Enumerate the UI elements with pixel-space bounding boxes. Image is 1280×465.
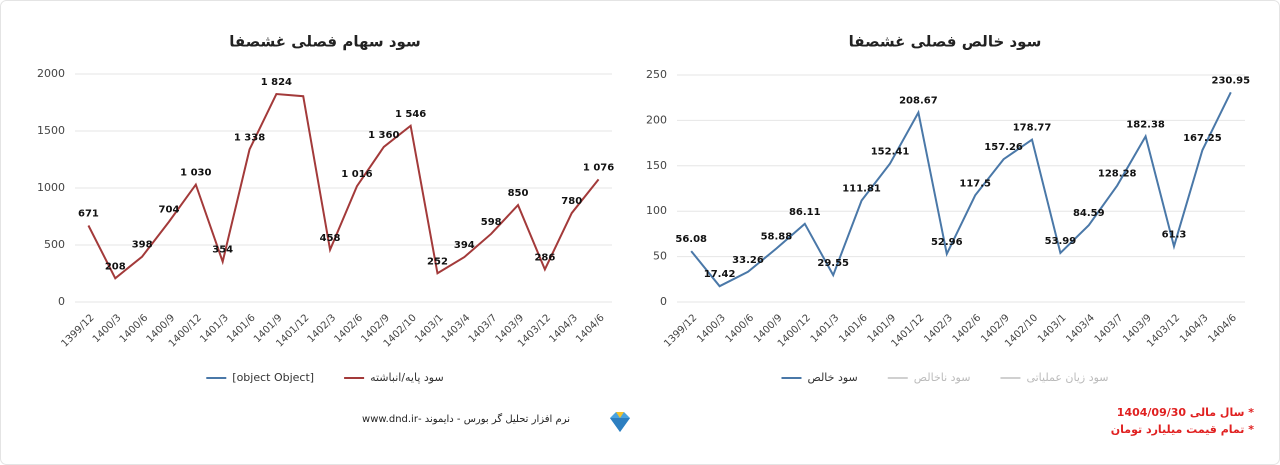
data-label: 157.26 bbox=[984, 142, 1023, 153]
data-label: 29.55 bbox=[817, 258, 849, 269]
data-label: 61.3 bbox=[1162, 229, 1187, 240]
y-tick-label: 2000 bbox=[37, 67, 65, 80]
data-label: 598 bbox=[481, 217, 502, 228]
legend-label: سود پایه/انباشته bbox=[370, 371, 444, 384]
x-tick-label: 1404/6 bbox=[1206, 312, 1239, 345]
chart-title: سود سهام فصلی غشصفا bbox=[229, 33, 420, 51]
data-label: 780 bbox=[561, 196, 582, 207]
data-label: 850 bbox=[508, 188, 529, 199]
y-tick-label: 250 bbox=[646, 68, 667, 81]
data-label: 394 bbox=[454, 240, 475, 251]
data-label: 354 bbox=[212, 245, 233, 256]
x-tick-label: 1403/1 bbox=[1036, 312, 1069, 345]
data-label: 1 546 bbox=[395, 109, 426, 120]
data-label: 252 bbox=[427, 256, 448, 267]
x-tick-label: 1401/6 bbox=[837, 312, 870, 345]
data-label: 152.41 bbox=[871, 147, 910, 158]
data-label: 53.99 bbox=[1045, 236, 1077, 247]
data-label: 111.81 bbox=[842, 183, 881, 194]
data-label: 671 bbox=[78, 209, 99, 220]
x-tick-label: 1404/3 bbox=[1178, 312, 1211, 345]
x-tick-label: 1404/6 bbox=[574, 312, 607, 345]
data-label: 58.88 bbox=[761, 232, 793, 243]
legend-label: سود ناخالص bbox=[914, 371, 971, 384]
x-tick-label: 1403/7 bbox=[467, 312, 500, 345]
legend-label: [object Object] bbox=[232, 371, 314, 384]
x-tick-label: 1401/6 bbox=[225, 312, 258, 345]
line bbox=[87, 93, 600, 280]
data-label: 56.08 bbox=[675, 234, 707, 245]
data-label: 1 016 bbox=[341, 169, 372, 180]
data-label: 458 bbox=[320, 233, 341, 244]
data-label: 52.96 bbox=[931, 237, 963, 248]
x-tick-label: 1403/7 bbox=[1093, 312, 1126, 345]
note: * تمام قیمت میلیارد تومان bbox=[1110, 423, 1254, 436]
note: * سال مالی 1404/09/30 bbox=[1116, 406, 1254, 419]
credit: نرم افزار تحلیل گر بورس - دایموند -www.d… bbox=[362, 414, 570, 425]
x-tick-label: 1400/3 bbox=[91, 312, 124, 345]
y-tick-label: 150 bbox=[646, 159, 667, 172]
x-tick-label: 1402/3 bbox=[922, 312, 955, 345]
data-label: 704 bbox=[159, 205, 180, 216]
x-tick-label: 1404/3 bbox=[547, 312, 580, 345]
y-tick-label: 500 bbox=[44, 238, 65, 251]
x-tick-label: 1400/6 bbox=[118, 312, 151, 345]
y-tick-label: 100 bbox=[646, 204, 667, 217]
data-label: 84.59 bbox=[1073, 208, 1105, 219]
data-label: 1 824 bbox=[261, 77, 292, 88]
data-label: 17.42 bbox=[704, 269, 736, 280]
data-label: 1 030 bbox=[180, 168, 211, 179]
data-label: 182.38 bbox=[1126, 119, 1165, 130]
x-tick-label: 1399/12 bbox=[60, 312, 97, 349]
x-tick-label: 1403/4 bbox=[440, 312, 473, 345]
data-label: 117.5 bbox=[959, 178, 991, 189]
line bbox=[690, 91, 1232, 288]
data-label: 1 338 bbox=[234, 132, 265, 143]
x-tick-label: 1402/6 bbox=[333, 312, 366, 345]
diamond-icon bbox=[610, 412, 630, 432]
y-tick-label: 200 bbox=[646, 113, 667, 126]
x-tick-label: 1401/3 bbox=[809, 312, 842, 345]
x-tick-label: 1399/12 bbox=[662, 312, 699, 349]
x-tick-label: 1403/4 bbox=[1064, 312, 1097, 345]
x-tick-label: 1400/6 bbox=[724, 312, 757, 345]
x-tick-label: 1401/3 bbox=[198, 312, 231, 345]
chart-title: سود خالص فصلی غشصفا bbox=[849, 33, 1042, 51]
data-label: 128.28 bbox=[1098, 169, 1137, 180]
data-label: 33.26 bbox=[732, 255, 764, 266]
data-label: 286 bbox=[534, 252, 555, 263]
data-label: 167.25 bbox=[1183, 133, 1222, 144]
y-tick-label: 0 bbox=[660, 295, 667, 308]
x-tick-label: 1403/1 bbox=[413, 312, 446, 345]
x-tick-label: 1402/6 bbox=[951, 312, 984, 345]
y-tick-label: 50 bbox=[653, 250, 667, 263]
data-label: 230.95 bbox=[1212, 75, 1251, 86]
y-tick-label: 0 bbox=[58, 295, 65, 308]
data-label: 1 360 bbox=[368, 130, 399, 141]
data-label: 208.67 bbox=[899, 96, 938, 107]
y-tick-label: 1500 bbox=[37, 124, 65, 137]
x-tick-label: 1402/3 bbox=[306, 312, 339, 345]
legend-label: سود زیان عملیاتی bbox=[1026, 371, 1108, 384]
x-tick-label: 1400/3 bbox=[695, 312, 728, 345]
data-label: 208 bbox=[105, 261, 126, 272]
y-tick-label: 1000 bbox=[37, 181, 65, 194]
data-label: 398 bbox=[132, 240, 153, 251]
legend-label: سود خالص bbox=[807, 371, 857, 384]
data-label: 1 076 bbox=[583, 162, 614, 173]
data-label: 86.11 bbox=[789, 207, 821, 218]
data-label: 178.77 bbox=[1013, 123, 1052, 134]
